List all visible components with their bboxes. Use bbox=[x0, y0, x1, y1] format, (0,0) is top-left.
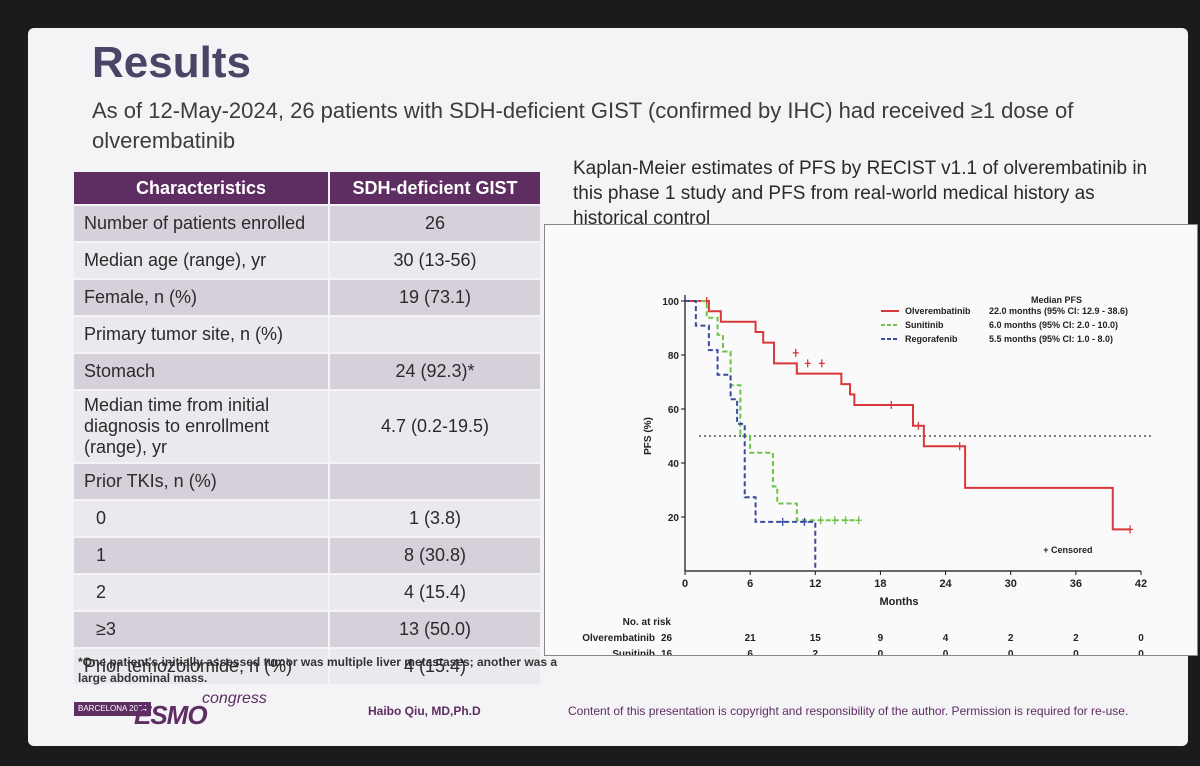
slide: Results As of 12-May-2024, 26 patients w… bbox=[28, 28, 1198, 746]
table-row: Female, n (%) 19 (73.1) bbox=[72, 278, 542, 317]
y-axis-label: PFS (%) bbox=[643, 417, 654, 455]
page-title: Results bbox=[92, 38, 251, 87]
y-tick-label: 60 bbox=[668, 405, 680, 416]
legend-series-name: Regorafenib bbox=[905, 334, 958, 344]
series-line-regorafenib bbox=[685, 300, 817, 571]
x-tick-label: 30 bbox=[1005, 578, 1017, 590]
y-tick-label: 20 bbox=[668, 513, 680, 524]
x-tick-label: 18 bbox=[874, 578, 886, 590]
risk-cell: 0 bbox=[1073, 649, 1079, 655]
copyright: Content of this presentation is copyrigh… bbox=[568, 704, 1129, 718]
table-row: Number of patients enrolled 26 bbox=[72, 204, 542, 243]
y-tick-label: 40 bbox=[668, 459, 680, 470]
legend-median: 5.5 months (95% CI: 1.0 - 8.0) bbox=[989, 334, 1113, 344]
author: Haibo Qiu, MD,Ph.D bbox=[368, 704, 481, 718]
table-cell-value bbox=[328, 462, 542, 501]
legend-median: 6.0 months (95% CI: 2.0 - 10.0) bbox=[989, 320, 1118, 330]
risk-cell: 21 bbox=[745, 633, 757, 644]
logo-main: ESMO bbox=[134, 700, 208, 730]
risk-cell: 0 bbox=[878, 649, 884, 655]
x-tick-label: 42 bbox=[1135, 578, 1147, 590]
risk-row-n0: 16 bbox=[661, 649, 673, 655]
x-tick-label: 6 bbox=[747, 578, 753, 590]
table-cell-value: 24 (92.3)* bbox=[328, 352, 542, 391]
risk-table-title: No. at risk bbox=[623, 617, 672, 628]
table-row: Prior TKIs, n (%) bbox=[72, 462, 542, 501]
table-cell-label: Prior TKIs, n (%) bbox=[72, 462, 330, 501]
x-tick-label: 24 bbox=[939, 578, 952, 590]
table-header-group: SDH-deficient GIST bbox=[328, 170, 542, 206]
x-axis-label: Months bbox=[879, 596, 918, 608]
table-row: ≥3 13 (50.0) bbox=[72, 610, 542, 649]
legend-series-name: Sunitinib bbox=[905, 320, 944, 330]
table-row: Prior temozolomide, n (%) 4 (15.4) bbox=[72, 647, 542, 686]
x-tick-label: 12 bbox=[809, 578, 821, 590]
table-cell-label: Median time from initial diagnosis to en… bbox=[72, 389, 330, 464]
table-cell-label: Primary tumor site, n (%) bbox=[72, 315, 330, 354]
table-cell-label: Female, n (%) bbox=[72, 278, 330, 317]
censored-legend: + Censored bbox=[1043, 545, 1092, 555]
risk-cell: 15 bbox=[810, 633, 822, 644]
table-cell-label: Prior temozolomide, n (%) bbox=[72, 647, 330, 686]
table-cell-label: Median age (range), yr bbox=[72, 241, 330, 280]
logo-sub: congress bbox=[202, 690, 267, 707]
risk-cell: 2 bbox=[1073, 633, 1079, 644]
km-title: Kaplan-Meier estimates of PFS by RECIST … bbox=[573, 158, 1148, 229]
table-cell-value bbox=[328, 315, 542, 354]
y-tick-label: 80 bbox=[668, 351, 680, 362]
esmo-logo: BARCELONA 2024 ESMO congress bbox=[74, 690, 274, 730]
risk-row-name: Olverembatinib bbox=[582, 633, 655, 644]
table-cell-value: 13 (50.0) bbox=[328, 610, 542, 649]
characteristics-table: Characteristics SDH-deficient GIST Numbe… bbox=[72, 170, 542, 686]
risk-cell: 0 bbox=[1138, 649, 1144, 655]
x-tick-label: 0 bbox=[682, 578, 688, 590]
x-tick-label: 36 bbox=[1070, 578, 1082, 590]
table-cell-value: 4.7 (0.2-19.5) bbox=[328, 389, 542, 464]
logo-location: BARCELONA 2024 bbox=[74, 702, 151, 716]
series-line-sunitinib bbox=[685, 300, 859, 522]
table-row: Median age (range), yr 30 (13-56) bbox=[72, 241, 542, 280]
table-cell-label: ≥3 bbox=[72, 610, 330, 649]
legend-series-name: Olverembatinib bbox=[905, 306, 971, 316]
risk-row-name: Sunitinib bbox=[612, 649, 655, 655]
table-header-characteristics: Characteristics bbox=[72, 170, 330, 206]
table-cell-label: 2 bbox=[72, 573, 330, 612]
risk-row-n0: 26 bbox=[661, 633, 673, 644]
y-tick-label: 100 bbox=[662, 297, 679, 308]
risk-cell: 0 bbox=[1138, 633, 1144, 644]
risk-cell: 9 bbox=[878, 633, 884, 644]
table-row: Median time from initial diagnosis to en… bbox=[72, 389, 542, 464]
risk-cell: 6 bbox=[747, 649, 753, 655]
table-cell-value: 8 (30.8) bbox=[328, 536, 542, 575]
table-cell-label: 0 bbox=[72, 499, 330, 538]
table-cell-value: 19 (73.1) bbox=[328, 278, 542, 317]
footnote: *One patient's initially assessed tumor … bbox=[78, 655, 558, 685]
table-cell-value: 1 (3.8) bbox=[328, 499, 542, 538]
table-cell-value: 4 (15.4) bbox=[328, 573, 542, 612]
legend-header: Median PFS bbox=[1031, 295, 1082, 305]
table-cell-value: 30 (13-56) bbox=[328, 241, 542, 280]
table-row: Stomach 24 (92.3)* bbox=[72, 352, 542, 391]
subtitle: As of 12-May-2024, 26 patients with SDH-… bbox=[92, 98, 1074, 153]
risk-cell: 0 bbox=[943, 649, 949, 655]
km-chart: 20 40 60 80 100 0 6 12 18 24 30 36 42 Months PFS (%) Me… bbox=[544, 224, 1198, 656]
table-row: Primary tumor site, n (%) bbox=[72, 315, 542, 354]
series-line-olverembatinib bbox=[685, 300, 1131, 531]
table-cell-label: Stomach bbox=[72, 352, 330, 391]
risk-cell: 2 bbox=[813, 649, 819, 655]
risk-cell: 0 bbox=[1008, 649, 1014, 655]
legend-median: 22.0 months (95% CI: 12.9 - 38.6) bbox=[989, 306, 1128, 316]
risk-cell: 2 bbox=[1008, 633, 1014, 644]
table-cell-label: 1 bbox=[72, 536, 330, 575]
table-cell-value: 4 (15.4) bbox=[328, 647, 542, 686]
risk-cell: 4 bbox=[943, 633, 949, 644]
table-cell-label: Number of patients enrolled bbox=[72, 204, 330, 243]
table-cell-value: 26 bbox=[328, 204, 542, 243]
